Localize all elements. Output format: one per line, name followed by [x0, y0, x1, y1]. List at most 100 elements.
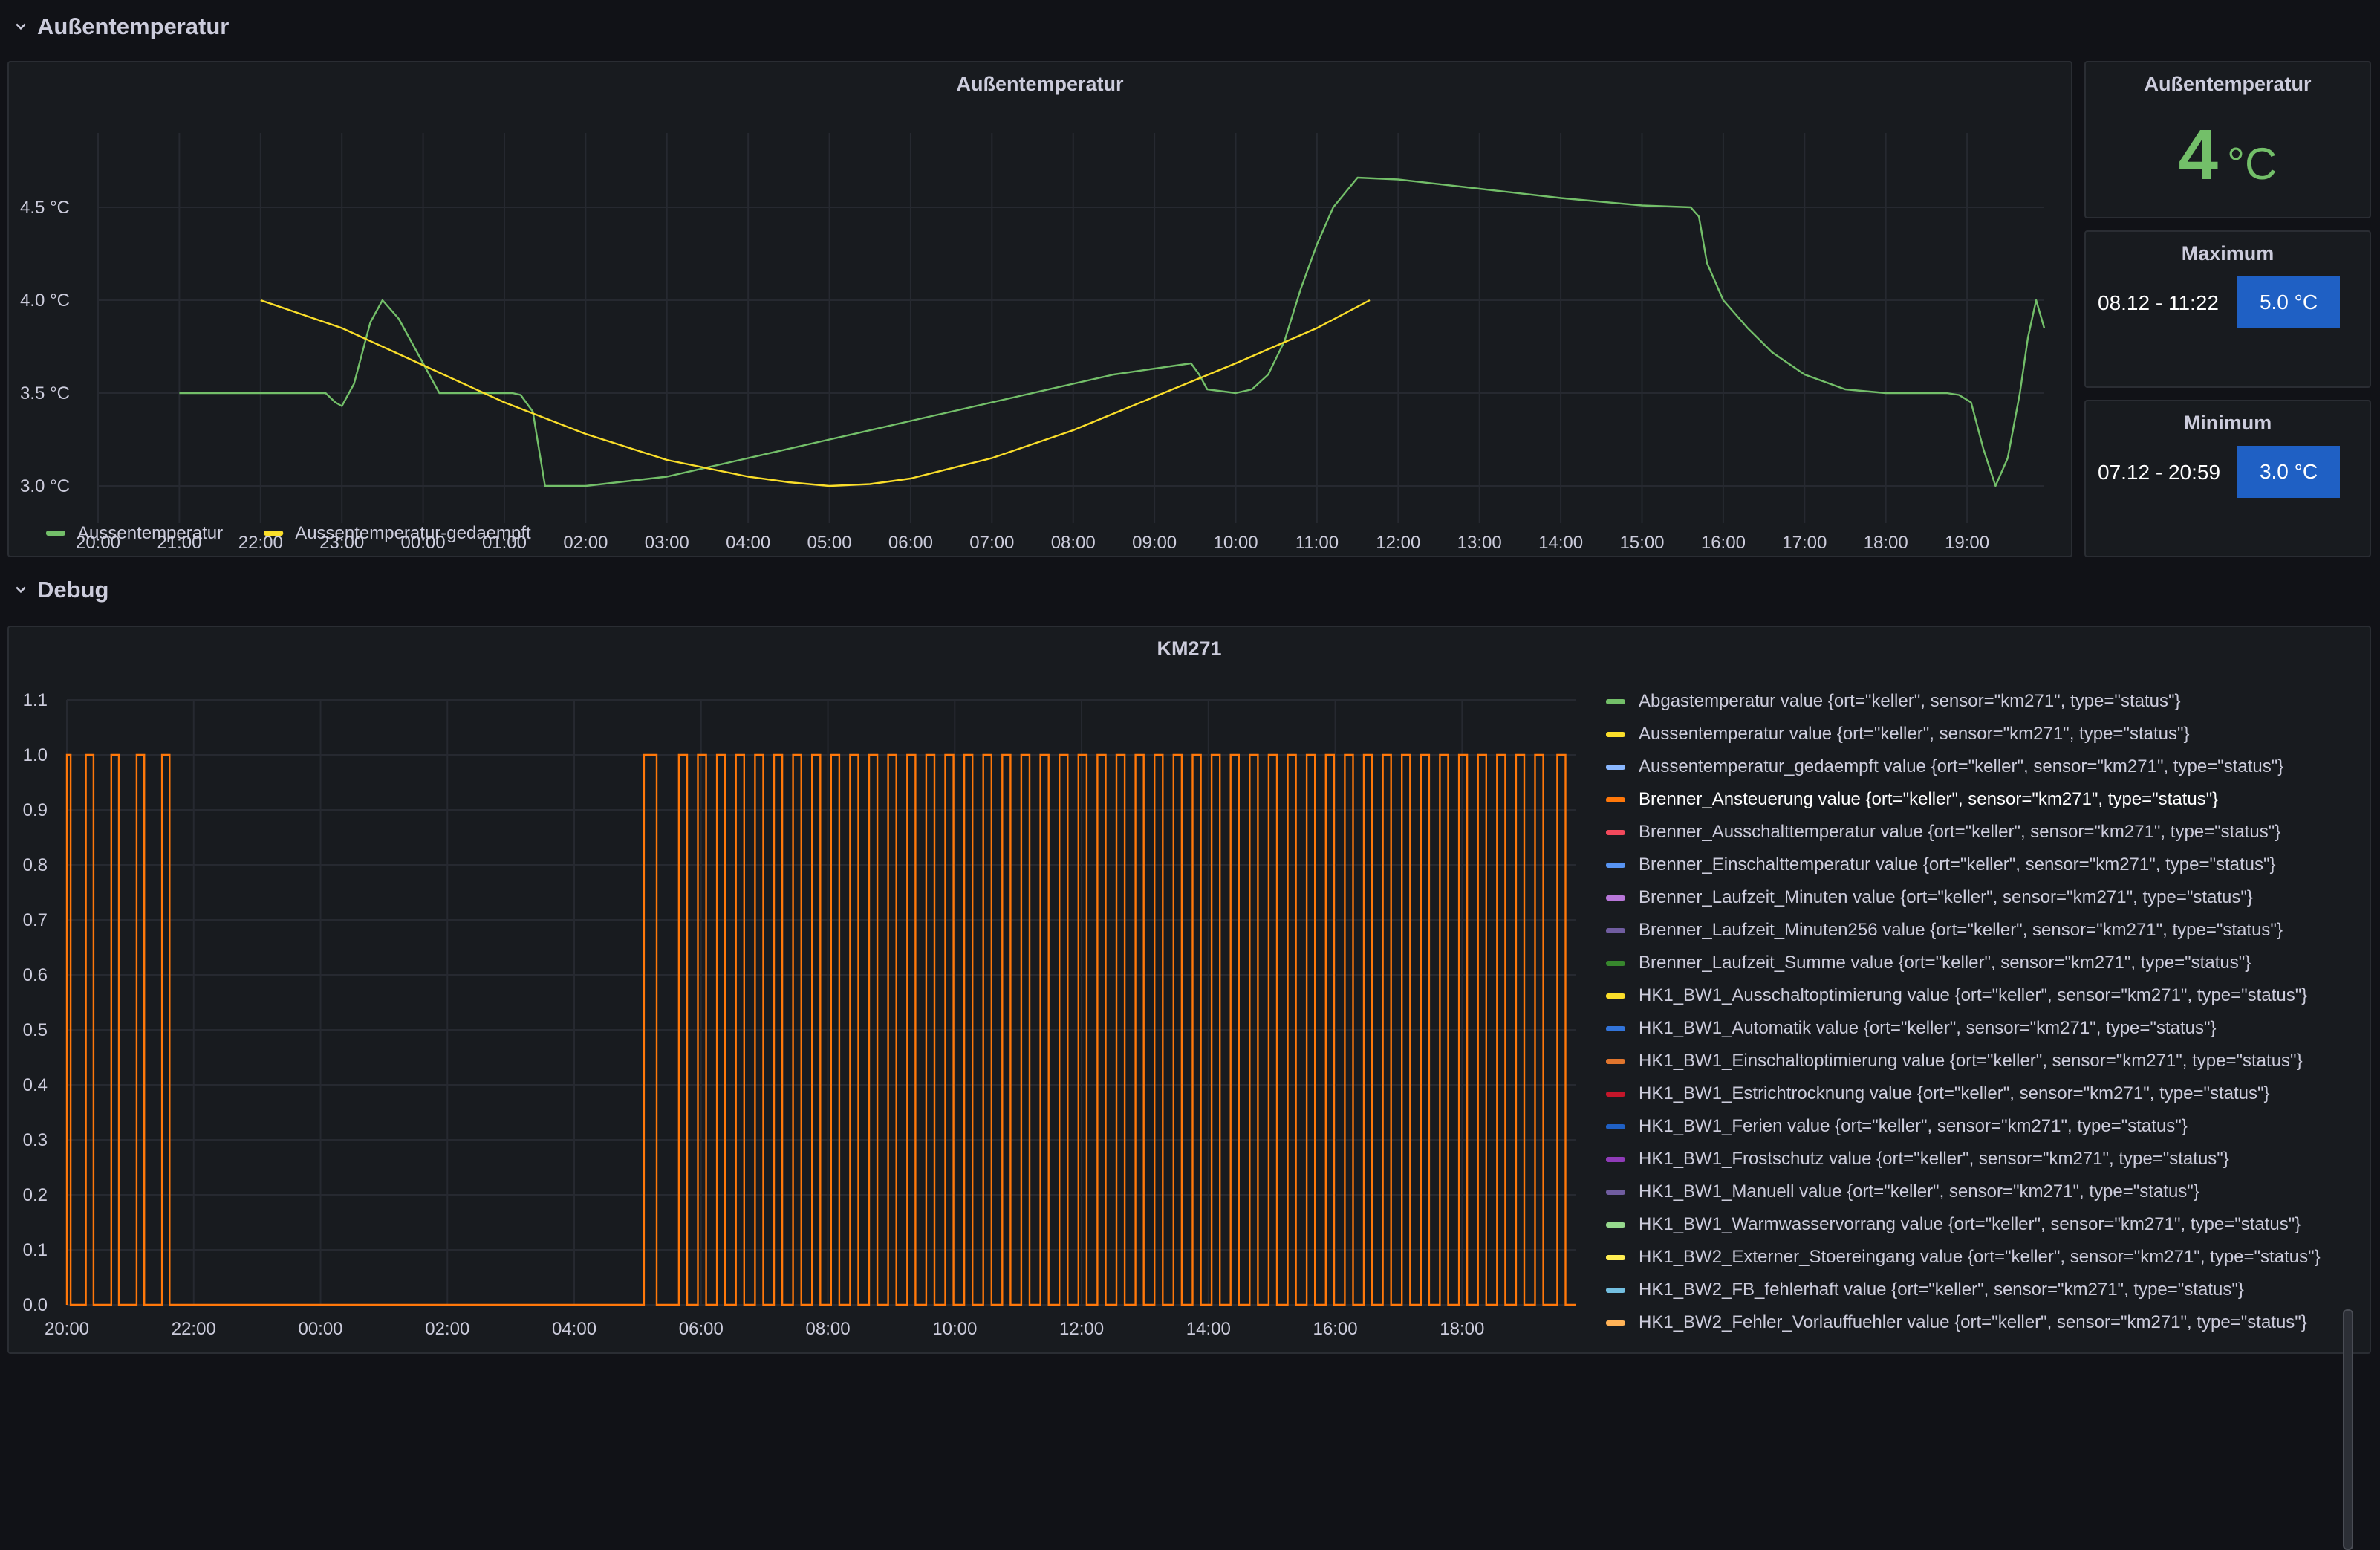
legend-item[interactable]: Brenner_Laufzeit_Minuten value {ort="kel… [1606, 887, 2253, 908]
x-tick-label: 21:00 [157, 533, 201, 553]
outdoor-chart-panel[interactable]: Außentemperatur 20:00 21:00 22:00 23:00 00:0… [7, 61, 2072, 557]
legend-item[interactable]: HK1_BW1_Estrichtrocknung value {ort="kel… [1606, 1083, 2270, 1104]
x-tick-label: 06:00 [888, 533, 933, 553]
legend-label: HK1_BW1_Ferien value {ort="keller", sens… [1639, 1116, 2188, 1136]
legend-swatch [1606, 797, 1625, 802]
row-title: Außentemperatur [37, 13, 230, 39]
x-tick-label: 04:00 [726, 533, 770, 553]
row-header-outdoor[interactable]: Außentemperatur [10, 10, 229, 43]
y-tick-label: 4.5 °C [20, 198, 70, 218]
legend-swatch [1606, 1156, 1625, 1162]
y-tick-label: 3.5 °C [20, 383, 70, 403]
legend-scrollbar[interactable] [2343, 1309, 2353, 1550]
series-line [179, 176, 2046, 487]
legend-item[interactable]: HK1_BW2_Fehler_Vorlauffuehler value {ort… [1606, 1312, 2307, 1333]
legend-swatch [1606, 1123, 1625, 1129]
legend-item[interactable]: Brenner_Einschalttemperatur value {ort="… [1606, 855, 2276, 875]
legend-item[interactable]: HK1_BW1_Einschaltoptimierung value {ort=… [1606, 1051, 2303, 1071]
x-tick-label: 19:00 [1945, 533, 1989, 553]
legend-swatch [1606, 895, 1625, 901]
y-tick-label: 0.2 [23, 1185, 48, 1205]
y-tick-label: 0.6 [23, 965, 48, 985]
legend-item[interactable]: Aussentemperatur_gedaempft value {ort="k… [1606, 756, 2283, 777]
x-tick-label: 22:00 [172, 1319, 216, 1339]
legend-label: HK1_BW2_FB_fehlerhaft value {ort="keller… [1639, 1280, 2244, 1300]
legend-item[interactable]: HK1_BW1_Manuell value {ort="keller", sen… [1606, 1181, 2199, 1202]
legend-item[interactable]: Brenner_Ansteuerung value {ort="keller",… [1606, 789, 2218, 810]
x-tick-label: 00:00 [298, 1319, 342, 1339]
legend-item[interactable]: Aussentemperatur value {ort="keller", se… [1606, 724, 2190, 745]
current-temperature-panel[interactable]: Außentemperatur 4 °C [2084, 61, 2371, 218]
legend-item[interactable]: HK1_BW2_FB_fehlerhaft value {ort="keller… [1606, 1280, 2244, 1300]
legend-label: Brenner_Laufzeit_Summe value {ort="kelle… [1639, 953, 2251, 973]
x-tick-label: 12:00 [1376, 533, 1420, 553]
legend-swatch [1606, 698, 1625, 704]
legend-item[interactable]: HK1_BW1_Automatik value {ort="keller", s… [1606, 1018, 2217, 1039]
x-tick-label: 17:00 [1782, 533, 1827, 553]
legend-label: HK1_BW2_Externer_Stoereingang value {ort… [1639, 1247, 2321, 1267]
stat-unit: °C [2227, 139, 2277, 189]
maximum-panel[interactable]: Maximum 08.12 - 11:22 5.0 °C [2084, 230, 2371, 388]
x-tick-label: 16:00 [1313, 1319, 1358, 1339]
legend-label: HK1_BW1_Einschaltoptimierung value {ort=… [1639, 1051, 2303, 1071]
legend-swatch [1606, 1058, 1625, 1064]
minimum-panel[interactable]: Minimum 07.12 - 20:59 3.0 °C [2084, 400, 2371, 557]
legend-label: Brenner_Einschalttemperatur value {ort="… [1639, 855, 2276, 875]
legend-label: Abgastemperatur value {ort="keller", sen… [1639, 691, 2181, 711]
x-tick-label: 18:00 [1440, 1319, 1484, 1339]
legend-swatch [1606, 960, 1625, 966]
legend-item[interactable]: Abgastemperatur value {ort="keller", sen… [1606, 691, 2181, 712]
maximum-value: 5.0 °C [2237, 276, 2340, 328]
panel-title: Außentemperatur [956, 73, 1124, 95]
legend-label: HK1_BW1_Estrichtrocknung value {ort="kel… [1639, 1083, 2270, 1103]
legend-label: Aussentemperatur value {ort="keller", se… [1639, 724, 2190, 744]
legend-item[interactable]: HK1_BW2_Externer_Stoereingang value {ort… [1606, 1247, 2321, 1268]
chevron-down-icon [16, 586, 26, 594]
y-tick-label: 0.1 [23, 1240, 48, 1260]
km271-chart[interactable]: 0.0 0.1 0.2 0.3 0.4 0.5 0.6 0.7 0.8 0.9 1.0 1.1 20:0… [9, 627, 1584, 1352]
legend-swatch [1606, 764, 1625, 770]
minimum-time: 07.12 - 20:59 [2098, 461, 2221, 484]
row-header-debug[interactable]: Debug [10, 574, 108, 606]
legend-label: Brenner_Laufzeit_Minuten value {ort="kel… [1639, 887, 2253, 907]
legend-item[interactable]: HK1_BW1_Ausschaltoptimierung value {ort=… [1606, 985, 2307, 1006]
legend-item[interactable]: Brenner_Laufzeit_Summe value {ort="kelle… [1606, 953, 2251, 973]
x-tick-label: 15:00 [1619, 533, 1664, 553]
legend-swatch [1606, 1222, 1625, 1228]
x-tick-label: 02:00 [563, 533, 608, 553]
x-tick-label: 09:00 [1132, 533, 1177, 553]
x-tick-label: 06:00 [679, 1319, 724, 1339]
legend-item[interactable]: Brenner_Laufzeit_Minuten256 value {ort="… [1606, 920, 2283, 941]
minimum-value: 3.0 °C [2237, 446, 2340, 498]
x-tick-label: 23:00 [319, 533, 364, 553]
legend-swatch [1606, 731, 1625, 737]
x-tick-label: 20:00 [76, 533, 120, 553]
legend-swatch [1606, 1287, 1625, 1293]
panel-title: Außentemperatur [2144, 73, 2312, 95]
outdoor-temperature-chart[interactable]: 20:00 21:00 22:00 23:00 00:00 01:00 02:00 03:00… [9, 62, 2071, 556]
y-tick-label: 1.0 [23, 745, 48, 765]
legend-swatch [1606, 862, 1625, 868]
legend-item[interactable]: HK1_BW1_Warmwasservorrang value {ort="ke… [1606, 1214, 2301, 1235]
legend-item[interactable]: HK1_BW1_Ferien value {ort="keller", sens… [1606, 1116, 2188, 1137]
x-tick-label: 03:00 [645, 533, 689, 553]
y-tick-label: 0.9 [23, 800, 48, 820]
y-tick-label: 4.0 °C [20, 291, 70, 311]
km271-panel[interactable]: KM271 0.0 0.1 0.2 0.3 0.4 0.5 0.6 0.7 0.8 0.9 1.0 1… [7, 626, 2371, 1550]
legend-swatch [1606, 1320, 1625, 1326]
x-tick-label: 11:00 [1295, 533, 1339, 553]
legend-swatch [46, 531, 65, 536]
legend-label: Aussentemperatur [77, 523, 223, 543]
legend-label: HK1_BW1_Automatik value {ort="keller", s… [1639, 1018, 2217, 1038]
legend-item[interactable]: Brenner_Ausschalttemperatur value {ort="… [1606, 822, 2280, 843]
x-tick-label: 04:00 [552, 1319, 596, 1339]
legend-item[interactable]: HK1_BW1_Frostschutz value {ort="keller",… [1606, 1149, 2229, 1170]
legend-swatch [1606, 993, 1625, 999]
chevron-down-icon [16, 23, 26, 30]
legend-swatch [1606, 1025, 1625, 1031]
y-tick-label: 0.0 [23, 1295, 48, 1315]
x-tick-label: 13:00 [1457, 533, 1502, 553]
x-tick-label: 10:00 [1213, 533, 1258, 553]
y-tick-label: 1.1 [23, 690, 48, 710]
x-tick-label: 07:00 [969, 533, 1014, 553]
